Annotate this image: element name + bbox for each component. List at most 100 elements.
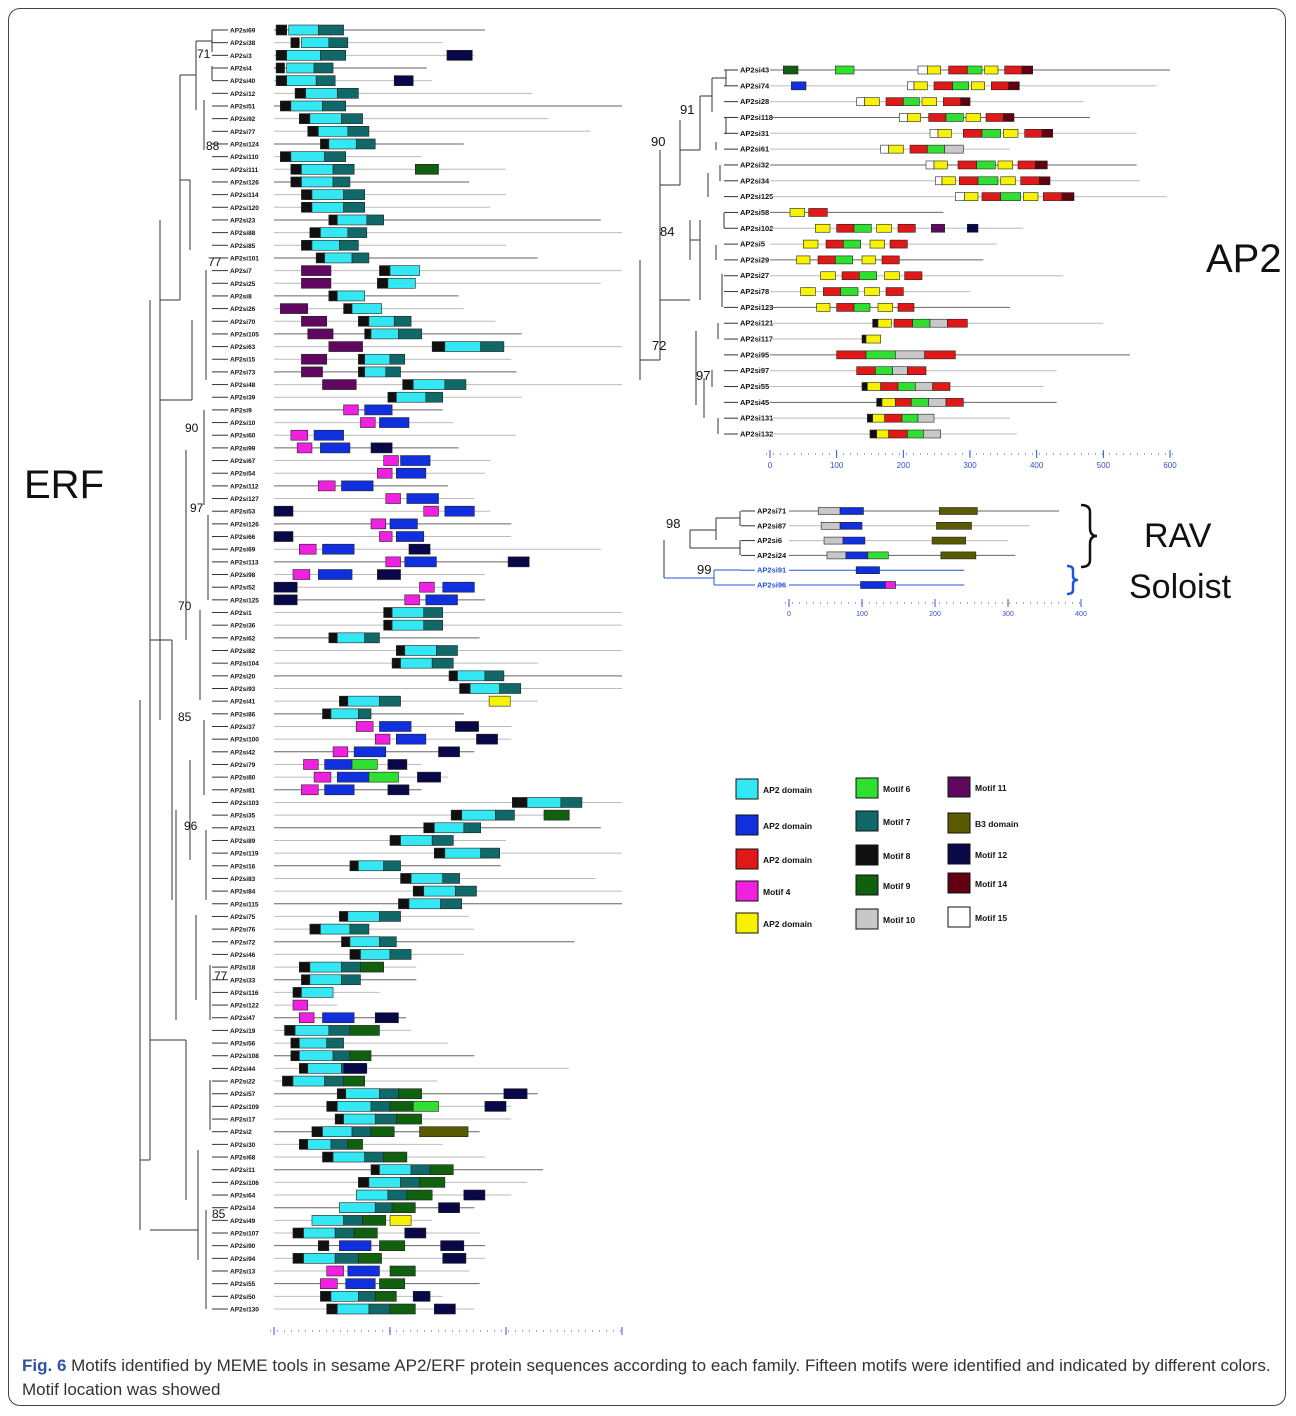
motif-box [336,290,365,302]
motif-box [383,619,393,631]
gene-label: AP2si3 [230,53,252,60]
motif-box [307,1139,332,1150]
motif-box [275,24,287,36]
motif-box [290,1050,300,1062]
gene-label: AP2si39 [230,395,256,402]
axis-tick-label: 400 [1030,461,1044,470]
motif-box [864,97,880,106]
motif-box [330,1139,349,1150]
motif-box [423,822,435,834]
legend-entry-label: Motif 14 [975,879,1007,889]
motif-box [933,81,953,91]
motif-box [965,113,981,122]
axis-tick-label: 400 [1075,611,1087,618]
motif-box [442,581,475,593]
motif-box [343,1215,363,1226]
erf-panel: AP2si69AP2si38AP2si3AP2si4AP2si40AP2si12… [139,24,631,1340]
motif-box [861,334,867,344]
gene-label: AP2si49 [230,1218,256,1225]
motif-box [313,429,344,441]
motif-box [444,379,467,390]
gene-label: AP2si52 [230,585,256,592]
motif-box [391,619,425,631]
motif-box [869,429,877,439]
bootstrap-value: 71 [197,47,211,61]
axis-tick-label: 200 [929,611,941,618]
motif-box [984,65,999,75]
motif-box [385,556,401,568]
motif-box [927,144,945,154]
motif-box [364,366,387,378]
gene-label: AP2si53 [230,509,256,516]
motif-box [324,784,355,796]
gene-label: AP2si86 [230,711,256,718]
motif-box [379,1088,399,1100]
motif-box [932,382,951,391]
caption-text: Motifs identified by MEME tools in sesam… [22,1356,1271,1399]
motif-box [935,176,943,186]
motif-box [341,480,374,492]
motif-box [355,138,376,150]
motif-box [396,733,427,745]
gene-label: AP2si71 [757,507,786,516]
gene-label: AP2si84 [230,889,256,896]
legend-swatch [855,810,879,832]
legend-entry-label: Motif 9 [883,881,911,891]
motif-box [368,1177,401,1188]
legend-swatch [947,812,971,834]
motif-box [317,1240,330,1251]
motif-box [928,398,947,407]
bootstrap-value: 97 [190,501,204,515]
legend-swatch [735,848,759,870]
gene-label: AP2si67 [230,458,256,465]
motif-box [907,81,915,91]
motif-box [301,987,334,998]
motif-box [876,223,892,233]
gene-label: AP2si8 [230,293,252,300]
motif-box [339,911,349,922]
motif-box [330,1291,359,1302]
legend-entry-label: AP2 domain [763,785,812,795]
motif-box [410,1164,431,1176]
gene-label: AP2si77 [230,129,256,136]
motif-box [909,144,928,154]
motif-box [358,353,365,365]
motif-box [377,569,401,580]
gene-label: AP2si54 [230,471,256,478]
motif-box [320,923,351,935]
motif-box [280,151,292,162]
motif-box [393,315,412,327]
motif-box [836,350,867,360]
gene-label: AP2si26 [230,306,256,313]
motif-box [341,936,351,948]
motif-box [800,287,816,296]
gene-label: AP2si124 [230,141,259,148]
motif-box [923,429,941,439]
motif-box [322,100,347,112]
legend-swatch [855,844,879,866]
motif-box [328,138,357,150]
motif-box [334,1113,344,1125]
gene-label: AP2si98 [230,572,256,579]
motif-box [389,353,406,365]
gene-label: AP2si123 [740,303,773,312]
gene-label: AP2si74 [740,81,770,90]
gene-label: AP2si32 [740,160,769,169]
motif-box [404,556,437,568]
tree-branch [659,150,723,360]
motif-box [396,467,427,479]
motif-box [816,303,831,312]
motif-box [324,759,353,770]
motif-box [853,303,871,312]
motif-box [1043,192,1063,201]
motif-box [322,1012,355,1024]
motif-box [326,1303,338,1315]
motif-box [981,192,1001,201]
motif-box [815,223,831,233]
motif-box [389,265,420,276]
motif-box [351,759,378,770]
gene-label: AP2si40 [230,78,256,85]
motif-box [379,265,391,276]
motif-box [945,398,964,407]
bootstrap-value: 77 [214,969,228,983]
